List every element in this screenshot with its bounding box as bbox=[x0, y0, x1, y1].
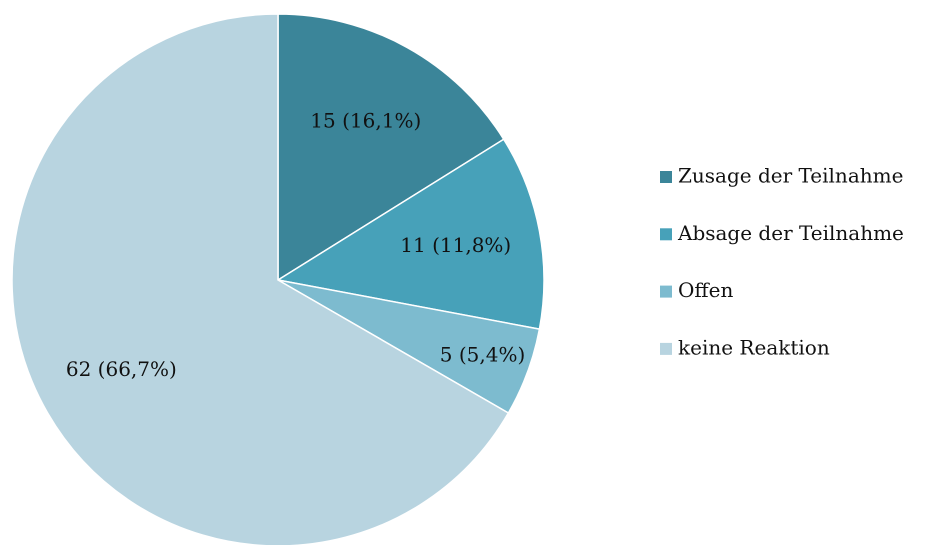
pie-slice bbox=[277, 13, 505, 282]
legend-swatch bbox=[660, 342, 672, 355]
legend-label: Zusage der Teilnahme bbox=[678, 164, 903, 188]
pie-slice bbox=[275, 138, 545, 331]
legend-swatch bbox=[660, 228, 672, 241]
data-label: 5 (5,4%) bbox=[440, 342, 526, 366]
legend-label: Offen bbox=[678, 278, 733, 302]
data-label: 11 (11,8%) bbox=[400, 233, 511, 257]
legend-swatch bbox=[660, 171, 672, 183]
legend-swatch bbox=[660, 285, 672, 298]
pie-slice bbox=[11, 13, 510, 545]
data-label: 15 (16,1%) bbox=[310, 108, 421, 132]
data-label: 62 (66,7%) bbox=[66, 357, 177, 381]
legend-label: keine Reaktion bbox=[678, 335, 830, 359]
legend-label: Absage der Teilnahme bbox=[677, 221, 904, 245]
